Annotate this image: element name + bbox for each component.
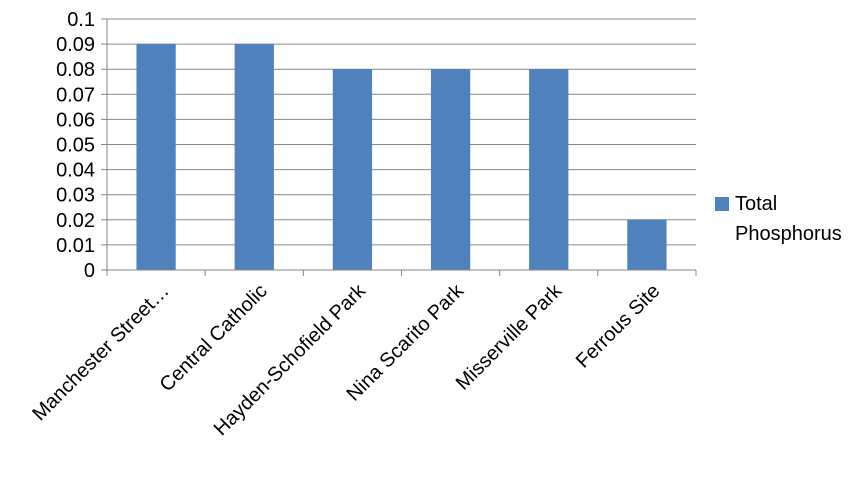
- y-tick-labels: 0 0.01 0.02 0.03 0.04 0.05 0.06 0.07 0.08 0.09 0.1: [56, 9, 95, 282]
- y-tick-label: 0.07: [56, 84, 95, 106]
- y-tick-label: 0.06: [56, 109, 95, 131]
- y-tick-label: 0.1: [67, 9, 95, 31]
- x-tick-label: Ferrous Site: [572, 280, 665, 373]
- y-tick-label: 0.05: [56, 135, 95, 157]
- x-tick-label: Misserville Park: [452, 279, 567, 394]
- legend-label: Total Phosphorus: [735, 193, 842, 245]
- y-tick-label: 0.04: [56, 160, 95, 182]
- y-tick-label: 0.08: [56, 59, 95, 81]
- gridlines: [107, 18, 696, 246]
- axes: [101, 18, 697, 276]
- bar: [430, 69, 471, 270]
- y-tick-label: 0: [84, 260, 95, 282]
- bar: [529, 69, 569, 270]
- x-tick-labels: Manchester Street…Central CatholicHayden…: [28, 279, 664, 440]
- y-tick-label: 0.01: [56, 235, 95, 257]
- y-tick-label: 0.02: [56, 210, 95, 232]
- legend-swatch: [715, 197, 729, 211]
- bars: [136, 44, 667, 270]
- bar: [332, 69, 373, 270]
- y-tick-label: 0.03: [56, 185, 95, 207]
- bar: [136, 44, 176, 270]
- bar: [627, 219, 667, 270]
- y-tick-label: 0.09: [56, 34, 95, 56]
- x-tick-label: Manchester Street…: [28, 280, 173, 425]
- bar: [234, 44, 274, 270]
